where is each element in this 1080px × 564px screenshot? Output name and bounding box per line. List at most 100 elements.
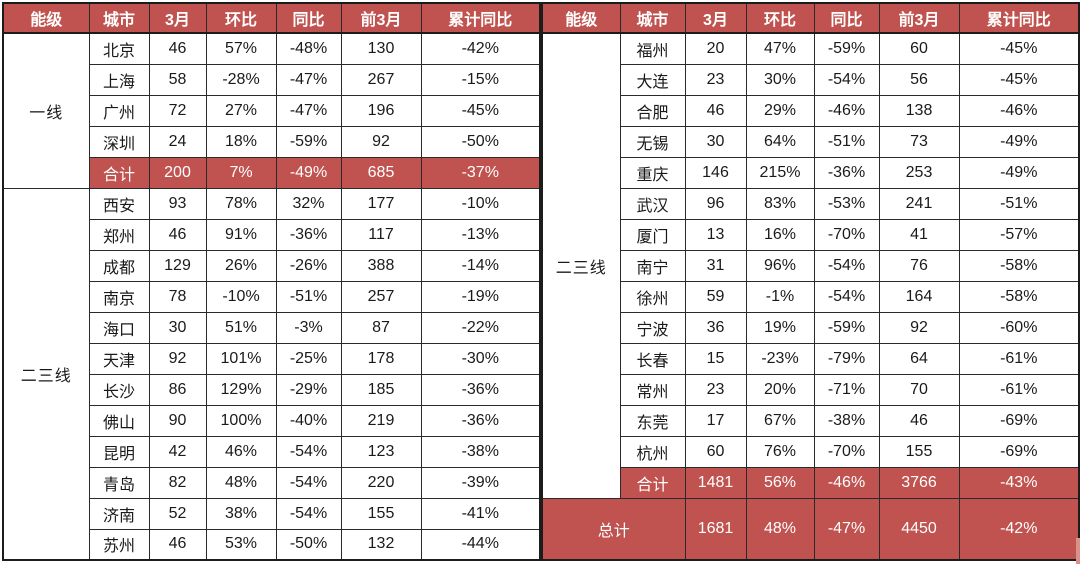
value-cell: -54% bbox=[275, 466, 342, 499]
table-row: 厦门 13 16% -70% 41 -57% bbox=[542, 218, 1080, 251]
value-cell: 164 bbox=[878, 280, 960, 313]
value-cell: 83% bbox=[745, 187, 815, 220]
value-cell: 70 bbox=[878, 373, 960, 406]
city-cell: 郑州 bbox=[88, 218, 150, 251]
table-row: 二三线 福州 20 47% -59% 60 -45% bbox=[541, 32, 1080, 499]
tier-cell: 二三线 bbox=[541, 32, 621, 499]
value-cell: -47% bbox=[813, 497, 880, 561]
city-cell: 昆明 bbox=[88, 435, 150, 468]
value-cell: 86 bbox=[148, 373, 207, 406]
city-cell: 合肥 bbox=[619, 94, 686, 127]
value-cell: 96 bbox=[684, 187, 747, 220]
column-header-first-3-months: 前3月 bbox=[340, 2, 422, 34]
value-cell: -49% bbox=[275, 156, 342, 189]
value-cell: -36% bbox=[420, 373, 541, 406]
city-cell: 宁波 bbox=[619, 311, 686, 344]
value-cell: -59% bbox=[275, 125, 342, 158]
value-cell: 177 bbox=[340, 187, 422, 220]
value-cell: -44% bbox=[420, 528, 541, 561]
value-cell: -46% bbox=[958, 94, 1080, 127]
value-cell: 46 bbox=[148, 32, 207, 65]
city-cell: 大连 bbox=[619, 63, 686, 96]
value-cell: 18% bbox=[205, 125, 277, 158]
value-cell: -30% bbox=[420, 342, 541, 375]
value-cell: 91% bbox=[205, 218, 277, 251]
city-cell: 南宁 bbox=[619, 249, 686, 282]
value-cell: 130 bbox=[340, 32, 422, 65]
value-cell: 47% bbox=[745, 32, 815, 65]
city-cell: 常州 bbox=[619, 373, 686, 406]
value-cell: -10% bbox=[420, 187, 541, 220]
value-cell: 82 bbox=[148, 466, 207, 499]
table-row: 大连 23 30% -54% 56 -45% bbox=[542, 63, 1080, 96]
value-cell: 29% bbox=[745, 94, 815, 127]
value-cell: -71% bbox=[813, 373, 880, 406]
value-cell: -70% bbox=[813, 435, 880, 468]
value-cell: 146 bbox=[684, 156, 747, 189]
table-row: 合计 200 7% -49% 685 -37% bbox=[3, 156, 541, 189]
city-cell: 佛山 bbox=[88, 404, 150, 437]
column-header-city: 城市 bbox=[88, 2, 150, 34]
value-cell: 93 bbox=[148, 187, 207, 220]
city-cell: 广州 bbox=[88, 94, 150, 127]
value-cell: 4450 bbox=[878, 497, 960, 561]
value-cell: -46% bbox=[813, 466, 880, 499]
value-cell: 24 bbox=[148, 125, 207, 158]
value-cell: -59% bbox=[813, 311, 880, 344]
value-cell: 241 bbox=[878, 187, 960, 220]
value-cell: -47% bbox=[275, 94, 342, 127]
table-row: 佛山 90 100% -40% 219 -36% bbox=[3, 404, 541, 437]
city-cell: 厦门 bbox=[619, 218, 686, 251]
value-cell: -25% bbox=[275, 342, 342, 375]
table-row: 苏州 46 53% -50% 132 -44% bbox=[3, 528, 541, 561]
value-cell: -57% bbox=[958, 218, 1080, 251]
city-cell: 青岛 bbox=[88, 466, 150, 499]
value-cell: -47% bbox=[275, 63, 342, 96]
city-cell: 无锡 bbox=[619, 125, 686, 158]
value-cell: -36% bbox=[275, 218, 342, 251]
value-cell: -43% bbox=[958, 466, 1080, 499]
value-cell: -22% bbox=[420, 311, 541, 344]
table-row: 青岛 82 48% -54% 220 -39% bbox=[3, 466, 541, 499]
value-cell: -58% bbox=[958, 249, 1080, 282]
value-cell: 64 bbox=[878, 342, 960, 375]
value-cell: 53% bbox=[205, 528, 277, 561]
value-cell: 253 bbox=[878, 156, 960, 189]
city-cell: 福州 bbox=[619, 32, 686, 65]
right-table-header: 能级 城市 3月 环比 同比 前3月 累计同比 bbox=[541, 2, 1080, 34]
value-cell: 13 bbox=[684, 218, 747, 251]
table-row: 郑州 46 91% -36% 117 -13% bbox=[3, 218, 541, 251]
value-cell: 92 bbox=[878, 311, 960, 344]
value-cell: 76 bbox=[878, 249, 960, 282]
column-header-mom: 环比 bbox=[205, 2, 277, 34]
city-cell: 重庆 bbox=[619, 156, 686, 189]
value-cell: 257 bbox=[340, 280, 422, 313]
value-cell: 26% bbox=[205, 249, 277, 282]
value-cell: 196 bbox=[340, 94, 422, 127]
value-cell: -1% bbox=[745, 280, 815, 313]
value-cell: -45% bbox=[958, 32, 1080, 65]
value-cell: -19% bbox=[420, 280, 541, 313]
value-cell: -54% bbox=[275, 497, 342, 530]
value-cell: -59% bbox=[813, 32, 880, 65]
table-row: 昆明 42 46% -54% 123 -38% bbox=[3, 435, 541, 468]
column-header-first-3-months: 前3月 bbox=[878, 2, 960, 34]
value-cell: 19% bbox=[745, 311, 815, 344]
value-cell: 76% bbox=[745, 435, 815, 468]
value-cell: 46% bbox=[205, 435, 277, 468]
left-table-body: 一线 北京 46 57% -48% 130 -42% 上海 58 -28% -47% 267 -15% 广… bbox=[2, 32, 541, 561]
value-cell: -26% bbox=[275, 249, 342, 282]
table-row: 东莞 17 67% -38% 46 -69% bbox=[542, 404, 1080, 437]
value-cell: -42% bbox=[420, 32, 541, 65]
value-cell: -53% bbox=[813, 187, 880, 220]
value-cell: -10% bbox=[205, 280, 277, 313]
value-cell: -54% bbox=[275, 435, 342, 468]
subtotal-label-cell: 合计 bbox=[619, 466, 686, 499]
value-cell: 59 bbox=[684, 280, 747, 313]
column-header-cumulative-yoy: 累计同比 bbox=[420, 2, 541, 34]
column-header-city: 城市 bbox=[619, 2, 686, 34]
table-row: 一线 北京 46 57% -48% 130 -42% bbox=[2, 32, 541, 189]
left-data-table: 能级 城市 3月 环比 同比 前3月 累计同比 一线 北京 46 57% -48% 130… bbox=[2, 2, 541, 561]
city-cell: 西安 bbox=[88, 187, 150, 220]
table-row: 武汉 96 83% -53% 241 -51% bbox=[542, 187, 1080, 220]
